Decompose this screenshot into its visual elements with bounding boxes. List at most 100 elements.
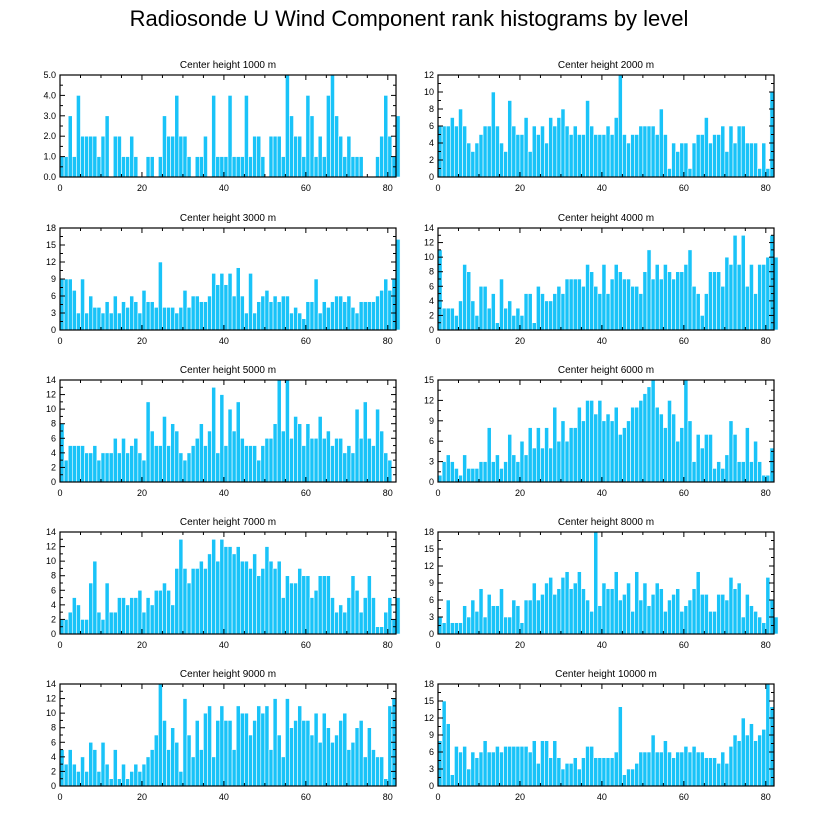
histogram-bar (540, 594, 545, 635)
histogram-bar (572, 757, 578, 787)
histogram-bar (321, 301, 327, 331)
histogram-bar (679, 142, 685, 178)
y-tick-label: 6 (429, 121, 434, 131)
histogram-bar (732, 234, 738, 331)
histogram-bar (137, 771, 143, 787)
y-tick-label: 6 (51, 737, 56, 747)
histogram-bar (178, 452, 184, 483)
histogram-bar (699, 447, 705, 483)
y-tick-label: 15 (46, 240, 56, 250)
histogram-bar (383, 611, 389, 635)
histogram-bar (104, 115, 110, 178)
histogram-bar (133, 437, 139, 483)
histogram-bar (437, 740, 443, 787)
histogram-bar (626, 768, 631, 787)
histogram-bar (272, 568, 278, 635)
histogram-bar (215, 156, 221, 178)
histogram-bar (712, 271, 717, 331)
histogram-bar (486, 751, 492, 787)
histogram-bar (597, 293, 603, 331)
histogram-bar (589, 746, 595, 787)
histogram-panel: Center height 9000 m 0 20 40 60 80 0 2 4 6 8 10 12 14 (46, 669, 397, 802)
histogram-bar (650, 734, 656, 787)
histogram-bar (379, 135, 385, 178)
histogram-bar (190, 756, 196, 787)
histogram-bar (256, 301, 262, 331)
histogram-bar (358, 301, 364, 331)
histogram-bar (515, 746, 521, 787)
histogram-bar (317, 312, 323, 331)
histogram-bar (280, 156, 286, 178)
histogram-bar (104, 452, 110, 483)
histogram-bar (708, 142, 713, 178)
histogram-bar (687, 420, 693, 483)
y-tick-label: 10 (46, 404, 56, 414)
histogram-bar (654, 406, 660, 483)
histogram-bar (630, 134, 635, 178)
histogram-bar (112, 749, 118, 787)
histogram-bar (560, 293, 566, 331)
histogram-bar (186, 734, 192, 787)
histogram-bar (712, 134, 717, 178)
histogram-bar (708, 757, 713, 787)
y-tick-label: 14 (46, 679, 56, 689)
histogram-bar (495, 454, 500, 483)
histogram-bar (92, 445, 98, 483)
x-tick-label: 80 (383, 792, 393, 802)
histogram-bar (470, 468, 476, 483)
histogram-bar (736, 125, 742, 178)
histogram-bar (671, 594, 676, 635)
histogram-bar (511, 599, 517, 635)
histogram-bar (108, 778, 114, 787)
histogram-bar (650, 594, 656, 635)
histogram-bar (757, 264, 763, 331)
histogram-bar (724, 151, 730, 178)
histogram-panel: Center height 7000 m 0 20 40 60 80 0 2 4 6 8 10 12 14 (46, 517, 401, 650)
histogram-bar (704, 757, 709, 787)
x-tick-label: 60 (301, 183, 311, 193)
histogram-bar (342, 712, 348, 787)
histogram-bar (642, 751, 648, 787)
histogram-bar (757, 734, 763, 787)
histogram-bar (223, 284, 229, 331)
y-tick-label: 12 (46, 542, 56, 552)
histogram-bar (358, 720, 364, 787)
histogram-bar (695, 434, 701, 483)
histogram-bar (354, 727, 360, 787)
histogram-bar (186, 582, 192, 635)
main-title: Radiosonde U Wind Component rank histogr… (129, 6, 689, 31)
histogram-bar (724, 454, 730, 483)
histogram-bar (568, 763, 574, 787)
histogram-bar (585, 264, 590, 331)
histogram-bar (227, 95, 233, 178)
histogram-bar (548, 117, 554, 178)
panel-title: Center height 2000 m (558, 60, 654, 71)
histogram-bar (235, 156, 241, 178)
histogram-bar (753, 440, 758, 483)
histogram-bar (495, 322, 500, 331)
histogram-bar (227, 273, 233, 331)
histogram-bar (170, 135, 176, 178)
histogram-bar (104, 763, 110, 787)
histogram-bar (367, 575, 372, 635)
histogram-bar (687, 599, 693, 635)
histogram-bar (96, 771, 102, 787)
histogram-bar (248, 568, 253, 635)
histogram-bar (490, 751, 496, 787)
histogram-bar (63, 156, 69, 178)
histogram-bar (478, 461, 484, 483)
histogram-panel: Center height 5000 m 0 20 40 60 80 0 2 4 6 8 10 12 14 (46, 365, 397, 498)
histogram-bar (235, 267, 241, 331)
histogram-bar (740, 234, 746, 331)
histogram-bar (342, 452, 348, 483)
histogram-bar (605, 588, 611, 635)
histogram-bar (474, 468, 480, 483)
histogram-bar (313, 156, 319, 178)
y-tick-label: 12 (424, 238, 434, 248)
histogram-bar (227, 408, 233, 483)
histogram-bar (280, 295, 286, 331)
y-tick-label: 12 (46, 257, 56, 267)
y-tick-label: 9 (429, 578, 434, 588)
histogram-bar (454, 746, 459, 787)
y-tick-label: 0 (51, 477, 56, 487)
